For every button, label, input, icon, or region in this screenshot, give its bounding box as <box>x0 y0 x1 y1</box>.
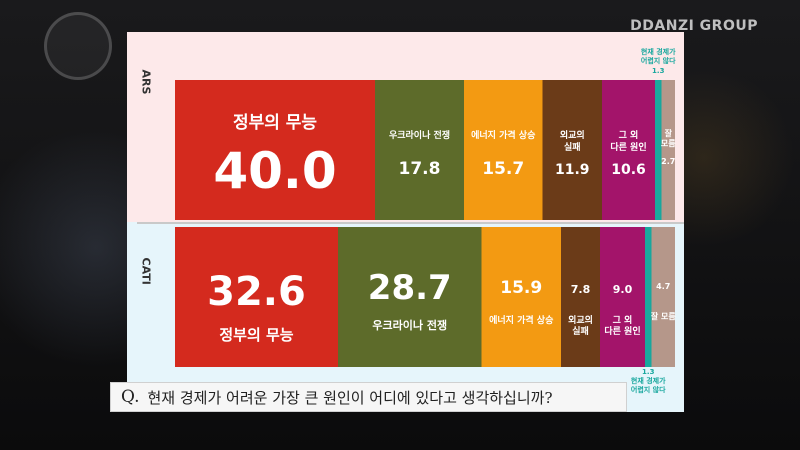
bar-segment-cati-4 <box>600 227 645 367</box>
segment-label-cati-2: 에너지 가격 상승 <box>489 314 553 326</box>
segment-label-ars-6: 잘 <box>665 128 673 138</box>
data-label-cati-0: 32.6 <box>207 269 306 315</box>
segment-label-cati-0: 정부의 무능 <box>219 326 293 344</box>
segment-label-2-ars-5: 어렵지 않다 <box>641 56 676 65</box>
bar-segment-cati-6 <box>651 227 675 367</box>
bar-segment-ars-4 <box>602 80 655 220</box>
data-label-cati-1: 28.7 <box>368 268 452 308</box>
bar-segment-ars-6 <box>661 80 675 220</box>
bar-segment-ars-3 <box>542 80 602 220</box>
data-label-ars-6: 2.7 <box>661 157 675 166</box>
data-label-cati-6: 4.7 <box>656 282 670 291</box>
data-label-cati-4: 9.0 <box>613 283 633 296</box>
data-label-ars-3: 11.9 <box>555 162 590 178</box>
segment-label-ars-2: 에너지 가격 상승 <box>471 129 535 141</box>
segment-label-cati-3: 외교의 <box>568 314 593 326</box>
data-label-ars-0: 40.0 <box>213 142 336 200</box>
segment-label-ars-4: 그 외 <box>619 129 639 141</box>
chart-panel: ARS CATI 정부의 무능 40.0 우크라이나 전쟁 17.8 에너지 가격 상승… <box>127 32 684 412</box>
segment-label-ars-3: 외교의 <box>560 129 585 141</box>
data-label-ars-4: 10.6 <box>611 162 646 178</box>
panel-divider <box>137 222 684 224</box>
question-bar: Q. 현재 경제가 어려운 가장 큰 원인이 어디에 있다고 생각하십니까? <box>110 382 627 412</box>
data-label-cati-2: 15.9 <box>500 278 542 298</box>
segment-label-ars-5: 현재 경제가 <box>641 47 676 56</box>
segment-label-cati-1: 우크라이나 전쟁 <box>372 318 447 332</box>
segment-label-ars-0: 정부의 무능 <box>233 113 317 133</box>
segment-label-2-cati-4: 다른 원인 <box>604 325 640 337</box>
data-label-cati-3: 7.8 <box>571 283 591 296</box>
bar-segment-cati-0 <box>175 227 338 367</box>
question-mark: Q. <box>121 387 140 407</box>
segment-label-2-ars-6: 모름 <box>661 138 676 148</box>
bar-segment-ars-2 <box>464 80 543 220</box>
bar-segment-ars-1 <box>375 80 464 220</box>
channel-logo-icon <box>44 12 112 80</box>
data-label-cati-5: 1.3 <box>642 368 655 376</box>
bar-segment-cati-1 <box>338 227 482 367</box>
data-label-ars-5: 1.3 <box>652 67 665 75</box>
segment-label-cati-5: 현재 경제가 <box>631 376 666 385</box>
segment-label-ars-1: 우크라이나 전쟁 <box>389 129 450 141</box>
question-text: 현재 경제가 어려운 가장 큰 원인이 어디에 있다고 생각하십니까? <box>147 388 553 407</box>
data-label-ars-1: 17.8 <box>399 159 441 179</box>
segment-label-2-ars-4: 다른 원인 <box>610 141 646 153</box>
segment-label-cati-6: 잘 모름 <box>651 311 677 321</box>
segment-label-2-ars-3: 실패 <box>564 141 581 153</box>
bar-segment-cati-5 <box>645 227 652 367</box>
bar-segment-cati-3 <box>561 227 600 367</box>
brand-watermark: DDANZI GROUP <box>630 18 758 34</box>
bar-segment-ars-5 <box>655 80 662 220</box>
segment-label-2-cati-3: 실패 <box>572 325 589 337</box>
bar-segment-ars-0 <box>175 80 375 220</box>
segment-label-cati-4: 그 외 <box>613 314 633 326</box>
data-label-ars-2: 15.7 <box>482 159 524 179</box>
segment-label-2-cati-5: 어렵지 않다 <box>631 385 666 394</box>
bar-segment-cati-2 <box>481 227 561 367</box>
